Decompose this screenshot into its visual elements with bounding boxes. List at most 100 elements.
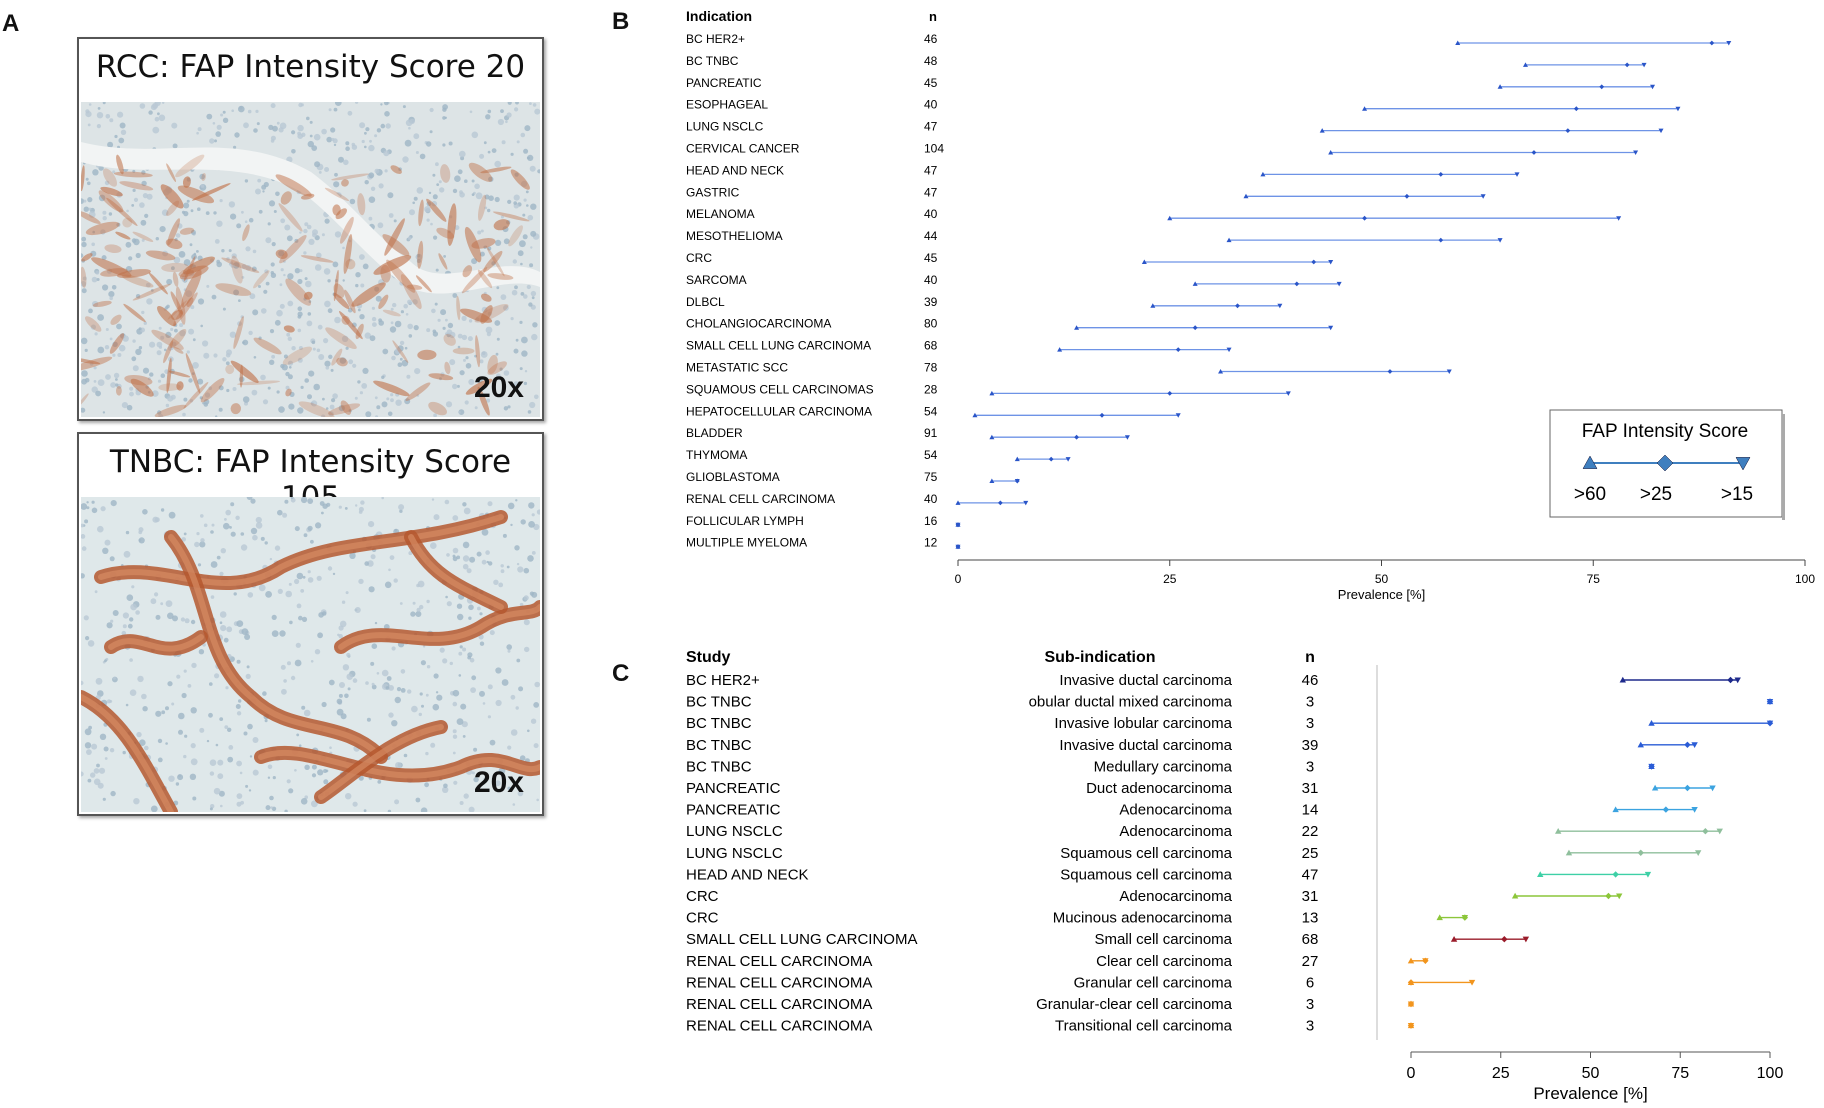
nucleus [317,632,323,639]
nucleus [228,745,234,750]
row-study: RENAL CELL CARCINOMA [686,1018,872,1035]
nucleus [203,523,208,528]
nucleus [333,181,340,188]
nucleus [206,113,213,120]
magnification-label-rcc: 20x [473,371,524,404]
nucleus [387,192,394,199]
nucleus [400,669,406,674]
nucleus [421,704,424,708]
fap-stain [373,255,412,275]
nucleus [276,121,280,125]
nucleus [358,578,364,585]
nucleus [320,414,326,417]
nucleus [226,388,230,393]
fap-stain [186,297,194,307]
nucleus [416,607,421,612]
nucleus [226,626,233,633]
nucleus [517,250,524,257]
nucleus [170,327,174,331]
fap-stain [345,259,356,270]
nucleus [198,649,205,655]
nucleus [529,401,536,409]
nucleus [442,104,448,110]
nucleus [236,620,244,627]
nucleus [102,102,106,105]
fap-stain [285,278,312,306]
nucleus [369,335,376,342]
nucleus [209,771,215,776]
nucleus [109,337,113,341]
x-tick-label: 100 [1795,572,1815,586]
nucleus [214,673,220,679]
nucleus [87,181,91,186]
nucleus [175,782,180,786]
nucleus [342,279,345,282]
nucleus [448,141,453,146]
nucleus [167,681,173,687]
row-n: 25 [1302,845,1319,862]
fap-stain [351,282,386,307]
nucleus [261,308,267,314]
nucleus [404,139,412,147]
nucleus [376,672,380,675]
nucleus [285,590,292,598]
nucleus [494,320,501,326]
nucleus [224,518,227,521]
nucleus [236,801,242,807]
fap-stain [400,274,422,310]
nucleus [294,268,301,274]
nucleus [168,775,175,782]
nucleus [317,769,324,776]
nucleus [429,130,433,134]
nucleus [452,554,456,558]
nucleus [135,294,141,299]
nucleus [83,615,89,621]
marker-60 [1565,849,1573,856]
fap-stain [280,191,292,205]
nucleus [211,523,215,527]
nucleus [382,348,389,355]
nucleus [524,370,528,373]
nucleus [364,180,369,185]
nucleus [216,124,222,130]
nucleus [240,544,248,551]
row-label: MULTIPLE MYELOMA [686,536,807,550]
fap-stain [176,381,184,391]
nucleus [390,393,394,397]
nucleus [240,532,245,536]
row-n: 39 [924,295,938,309]
nucleus [181,692,187,699]
nucleus [483,777,488,782]
nucleus [390,307,394,311]
nucleus [269,795,274,801]
nucleus [129,617,134,622]
nucleus [300,798,308,805]
nucleus [527,154,534,161]
nucleus [462,647,467,652]
fap-stain [378,294,389,310]
nucleus [285,385,290,390]
nucleus [528,521,535,528]
nucleus [258,336,262,340]
nucleus [218,385,224,391]
nucleus [87,197,93,203]
nucleus [486,398,491,403]
nucleus [522,234,528,240]
nucleus [534,108,540,115]
nucleus [364,561,370,566]
nucleus [264,719,268,723]
nucleus [371,316,377,322]
row-sub-indication: Mucinous adenocarcinoma [1053,910,1233,927]
fap-stain [100,186,123,197]
marker-25 [1684,741,1691,748]
marker-60 [1074,325,1080,330]
nucleus [97,314,104,321]
nucleus [334,231,342,238]
nucleus [536,509,540,515]
fap-stain [130,378,154,397]
nucleus [160,508,165,512]
nucleus [300,385,304,389]
nucleus [98,194,106,202]
x-tick-label: 75 [1671,1065,1689,1082]
nucleus [279,303,285,309]
